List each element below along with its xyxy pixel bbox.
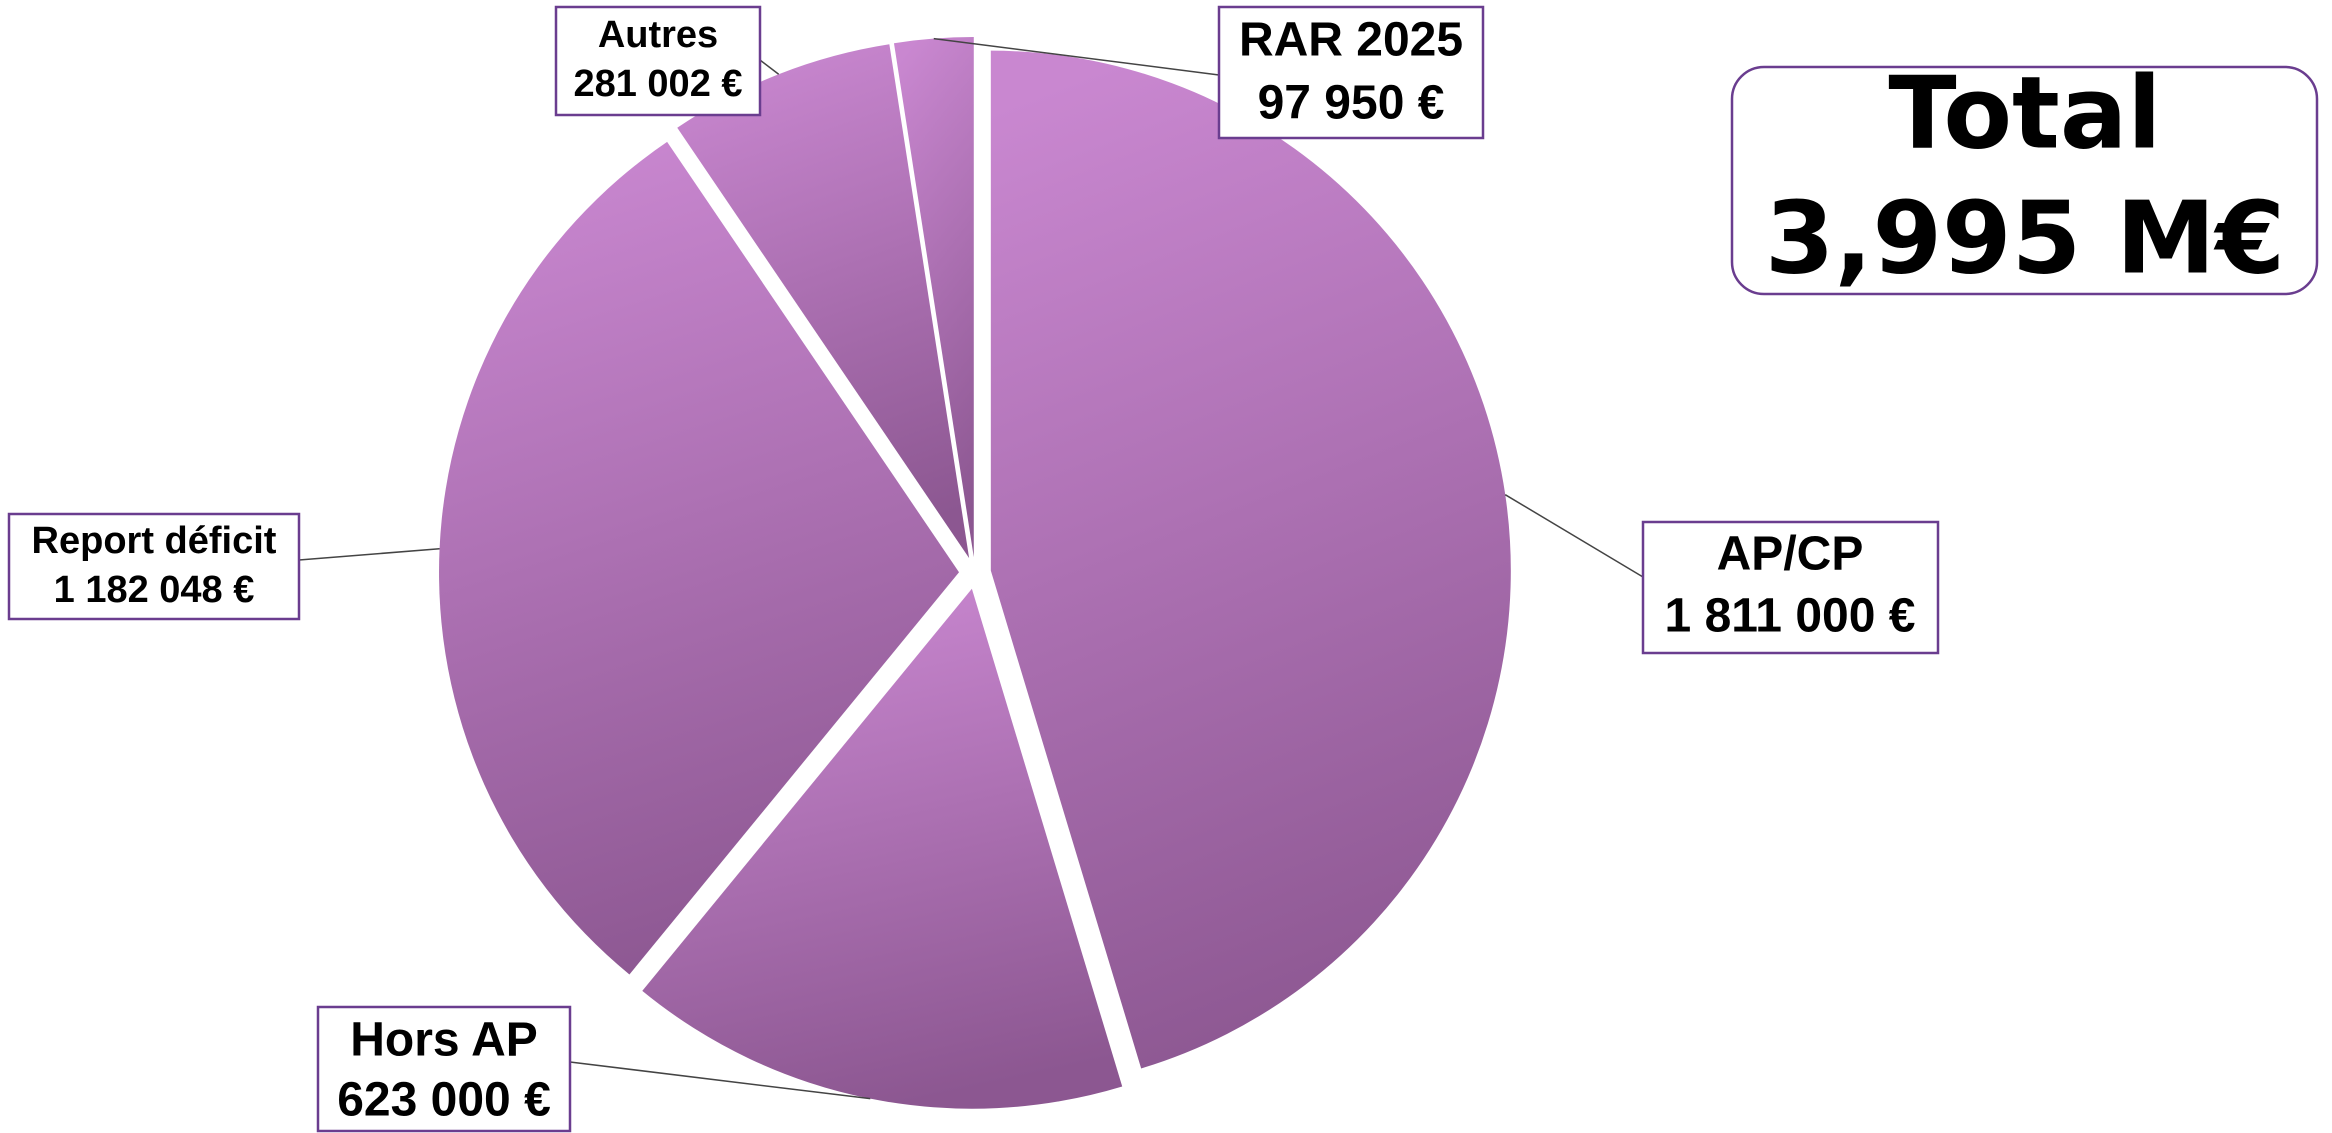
- pie: [439, 37, 1511, 1109]
- label-box: [1641, 520, 1940, 655]
- slice-value-label: 623 000 €: [337, 1074, 551, 1127]
- label-box: [1217, 5, 1485, 140]
- label-box: [554, 5, 762, 117]
- label-box: [7, 512, 301, 621]
- total-box: [1730, 65, 2319, 296]
- slice-value-label: 97 950 €: [1258, 77, 1445, 130]
- slice-label: RAR 2025: [1239, 14, 1463, 67]
- pie-slice: [439, 141, 960, 975]
- slice-value-label: 1 182 048 €: [54, 569, 255, 611]
- leader-lines: [298, 37, 1644, 1100]
- slice-label: Report déficit: [32, 520, 277, 562]
- pie-slice: [893, 37, 974, 558]
- pie-slice: [642, 588, 1123, 1109]
- leader-line: [1504, 494, 1644, 578]
- leader-line: [933, 37, 1220, 76]
- pie-slice: [677, 44, 970, 559]
- total-title: Total: [1888, 54, 2161, 171]
- leader-line: [759, 59, 780, 75]
- leader-line: [569, 1061, 871, 1100]
- slice-label: Autres: [598, 14, 718, 56]
- slice-label: Hors AP: [350, 1014, 538, 1067]
- total-value: 3,995 M€: [1765, 179, 2285, 296]
- slice-label: AP/CP: [1717, 528, 1864, 581]
- label-box: [316, 1005, 572, 1133]
- leader-line: [298, 548, 440, 561]
- slice-value-label: 281 002 €: [573, 63, 742, 105]
- pie-slice: [990, 50, 1511, 1069]
- slice-value-label: 1 811 000 €: [1665, 590, 1916, 643]
